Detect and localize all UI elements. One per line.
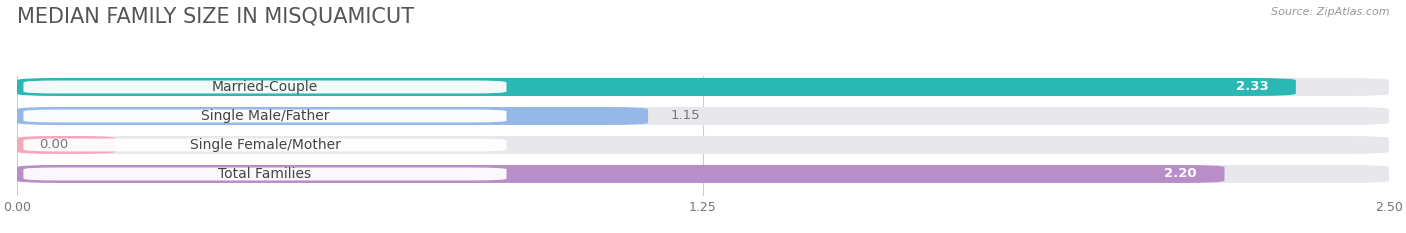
Text: 2.20: 2.20 [1164,168,1197,181]
FancyBboxPatch shape [17,107,648,125]
FancyBboxPatch shape [17,136,1389,154]
Text: Single Female/Mother: Single Female/Mother [190,138,340,152]
FancyBboxPatch shape [17,165,1225,183]
FancyBboxPatch shape [24,81,506,93]
Text: Single Male/Father: Single Male/Father [201,109,329,123]
FancyBboxPatch shape [17,78,1389,96]
FancyBboxPatch shape [17,165,1389,183]
FancyBboxPatch shape [24,168,506,180]
Text: Total Families: Total Families [218,167,312,181]
FancyBboxPatch shape [24,110,506,123]
FancyBboxPatch shape [17,78,1296,96]
FancyBboxPatch shape [17,107,1389,125]
FancyBboxPatch shape [17,136,115,154]
Text: Married-Couple: Married-Couple [212,80,318,94]
FancyBboxPatch shape [24,138,506,151]
Text: 2.33: 2.33 [1236,80,1268,93]
Text: MEDIAN FAMILY SIZE IN MISQUAMICUT: MEDIAN FAMILY SIZE IN MISQUAMICUT [17,7,413,27]
Text: Source: ZipAtlas.com: Source: ZipAtlas.com [1271,7,1389,17]
Text: 0.00: 0.00 [39,138,67,151]
Text: 1.15: 1.15 [671,110,700,123]
